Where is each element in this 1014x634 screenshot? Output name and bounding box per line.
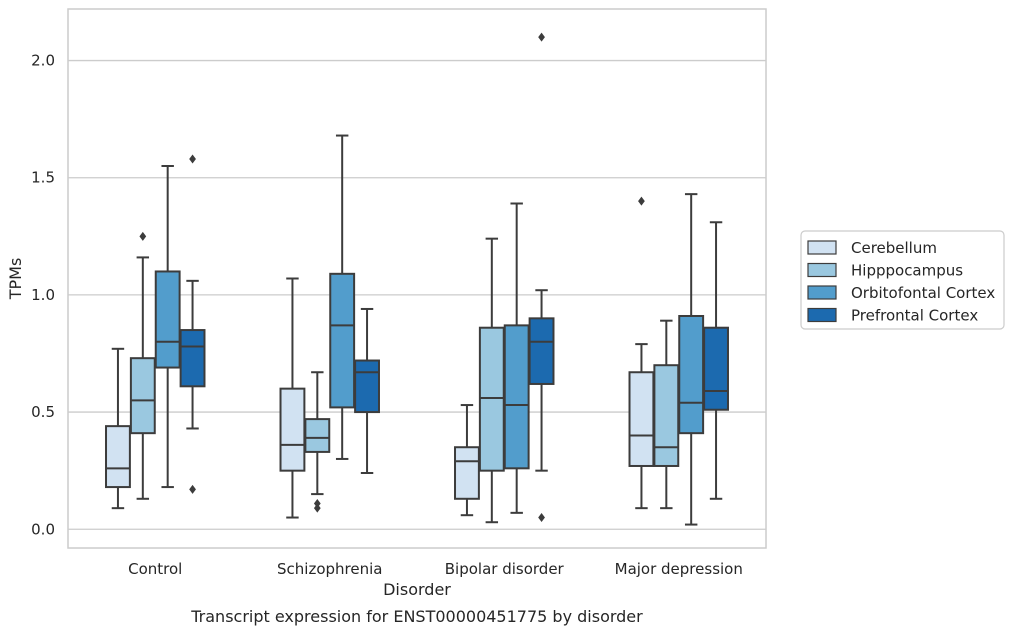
box-body xyxy=(703,326,729,411)
box-body xyxy=(179,329,206,388)
box-prefrontal-cortex-major-depression xyxy=(703,221,729,500)
box-cerebellum-control xyxy=(105,347,131,510)
box-body xyxy=(329,272,356,409)
outlier-point xyxy=(189,154,196,164)
box-prefrontal-cortex-schizophrenia xyxy=(354,307,380,475)
box-hipppocampus-bipolar-disorder xyxy=(478,237,505,524)
x-tick-label: Control xyxy=(128,560,182,578)
boxplots xyxy=(105,32,729,526)
box-body xyxy=(628,371,655,467)
x-tick-label: Bipolar disorder xyxy=(445,560,565,578)
box-body xyxy=(279,387,306,472)
y-tick-label: 2.0 xyxy=(31,52,55,70)
outlier-point xyxy=(638,196,645,206)
box-orbitofontal-cortex-control xyxy=(154,165,181,489)
legend-swatch xyxy=(807,285,837,300)
box-body xyxy=(503,324,530,470)
chart-caption: Transcript expression for ENST0000045177… xyxy=(190,607,643,626)
box-hipppocampus-control xyxy=(129,231,156,500)
box-body xyxy=(678,314,705,435)
box-body xyxy=(354,359,380,414)
box-cerebellum-major-depression xyxy=(628,196,655,510)
box-body xyxy=(105,425,131,489)
legend-label: Cerebellum xyxy=(851,239,937,257)
outlier-point xyxy=(538,513,545,523)
legend-swatch xyxy=(807,262,837,278)
x-tick-label: Schizophrenia xyxy=(277,560,382,578)
box-body xyxy=(478,326,505,472)
legend-label: Hipppocampus xyxy=(851,262,963,280)
y-tick-label: 0.5 xyxy=(31,403,55,421)
y-tick-labels: 0.0 0.5 1.0 1.5 2.0 xyxy=(31,52,55,539)
x-axis-label: Disorder xyxy=(383,580,451,599)
legend-swatch xyxy=(807,307,837,323)
box-hipppocampus-schizophrenia xyxy=(304,371,331,513)
box-cerebellum-bipolar-disorder xyxy=(454,404,480,517)
box-body xyxy=(454,446,480,500)
box-prefrontal-cortex-control xyxy=(179,154,206,494)
legend-swatch xyxy=(807,240,837,255)
legend: Cerebellum Hipppocampus Orbitofontal Corte… xyxy=(800,230,1005,330)
box-orbitofontal-cortex-bipolar-disorder xyxy=(503,202,530,514)
x-tick-labels: Control Schizophrenia Bipolar disorder Majo… xyxy=(128,560,743,578)
outlier-point xyxy=(313,498,321,508)
box-orbitofontal-cortex-schizophrenia xyxy=(329,134,356,460)
y-tick-label: 0.0 xyxy=(31,520,55,538)
box-cerebellum-schizophrenia xyxy=(279,277,306,519)
legend-label: Prefrontal Cortex xyxy=(851,307,978,325)
box-body xyxy=(304,418,331,453)
box-orbitofontal-cortex-major-depression xyxy=(678,193,705,526)
plot-frame xyxy=(67,8,767,549)
box-body xyxy=(528,317,555,385)
legend-label: Orbitofontal Cortex xyxy=(851,284,995,302)
legend-frame xyxy=(800,230,1005,330)
outlier-point xyxy=(313,503,321,513)
outlier-point xyxy=(538,32,545,42)
box-body xyxy=(129,357,156,435)
y-tick-label: 1.0 xyxy=(31,286,55,304)
box-hipppocampus-major-depression xyxy=(653,319,680,510)
y-tick-label: 1.5 xyxy=(31,169,55,187)
x-tick-label: Major depression xyxy=(615,560,743,578)
box-prefrontal-cortex-bipolar-disorder xyxy=(528,32,555,523)
y-axis-label: TPMs xyxy=(6,258,25,301)
box-body xyxy=(653,364,680,467)
box-body xyxy=(154,270,181,369)
outlier-point xyxy=(189,484,196,494)
outlier-point xyxy=(139,231,147,241)
